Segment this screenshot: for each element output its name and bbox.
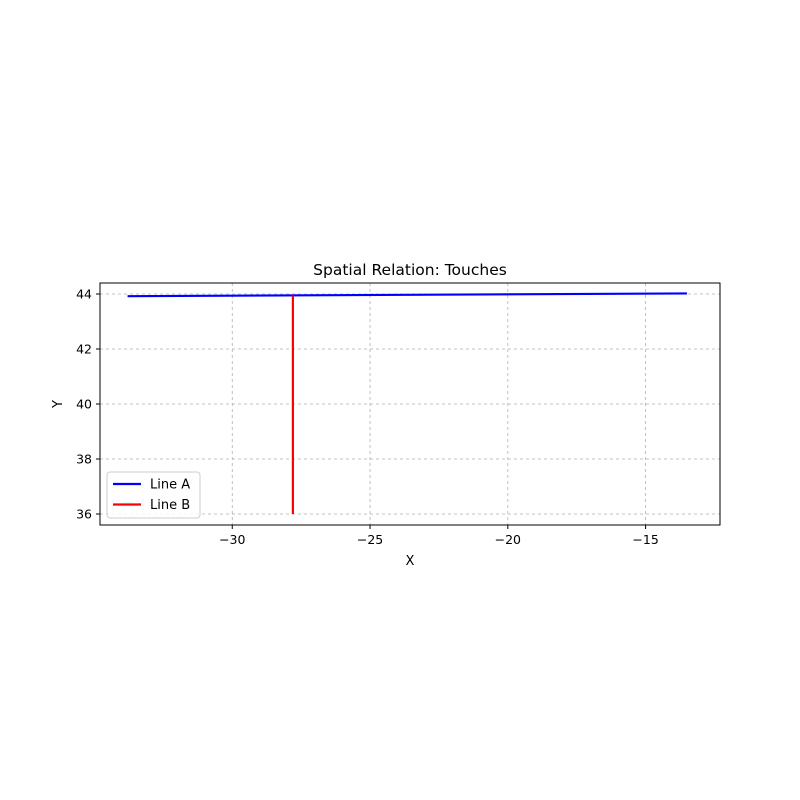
y-tick-label: 36 <box>76 507 92 522</box>
x-tick-label: −20 <box>495 532 521 547</box>
legend-label-2: Line B <box>150 498 190 513</box>
x-tick-label: −15 <box>632 532 658 547</box>
series-line-1 <box>127 292 687 298</box>
x-axis-label: X <box>406 554 415 569</box>
y-tick-label: 40 <box>76 397 92 412</box>
y-tick-label: 44 <box>76 287 92 302</box>
x-tick-label: −25 <box>357 532 383 547</box>
chart-title: Spatial Relation: Touches <box>313 261 507 279</box>
y-axis-ticks: 36 38 40 42 44 <box>76 287 100 522</box>
y-tick-label: 38 <box>76 452 92 467</box>
y-tick-label: 42 <box>76 342 92 357</box>
grid <box>100 283 720 525</box>
series <box>127 292 687 514</box>
x-tick-label: −30 <box>219 532 245 547</box>
y-axis-label: Y <box>51 400 66 409</box>
x-axis-ticks: −30 −25 −20 −15 <box>219 525 659 547</box>
legend-label-1: Line A <box>150 478 190 493</box>
legend: Line A Line B <box>106 471 201 519</box>
